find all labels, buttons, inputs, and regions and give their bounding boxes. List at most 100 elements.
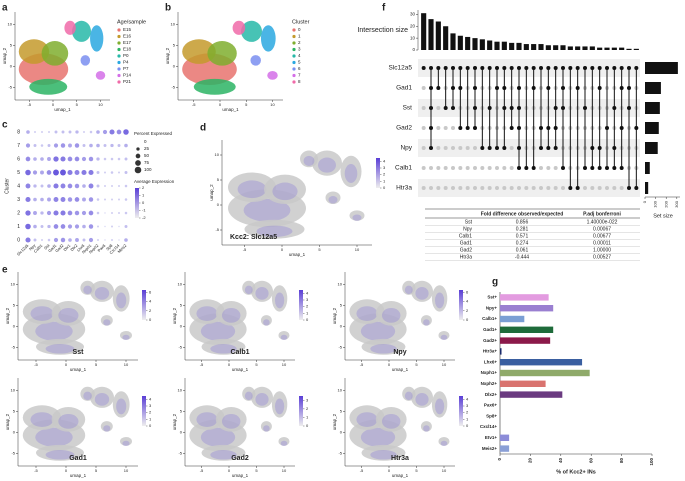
dot xyxy=(89,143,93,148)
colorbar-tick-label: 4 xyxy=(466,396,469,401)
matrix-dot xyxy=(429,166,433,170)
matrix-dot xyxy=(436,166,441,170)
dot xyxy=(33,130,37,134)
legend-label: E17 xyxy=(123,40,132,45)
matrix-dot xyxy=(495,186,499,190)
matrix-dot xyxy=(443,146,448,150)
cell-cloud xyxy=(361,338,406,355)
dot xyxy=(53,156,59,162)
legend-swatch xyxy=(117,34,121,39)
colorbar-tick-label: 2 xyxy=(142,185,145,190)
legend-swatch xyxy=(292,73,296,78)
dot xyxy=(25,237,31,243)
expression-cloud xyxy=(272,182,298,201)
dot xyxy=(40,211,44,215)
y-tick-label: 5 xyxy=(180,303,183,308)
dot xyxy=(104,225,106,228)
x-tick-label: 0 xyxy=(281,247,284,252)
y-tick-label: Pax6+ xyxy=(484,403,498,408)
x-axis-label: umap_1 xyxy=(54,107,71,112)
cell-cloud xyxy=(271,391,288,418)
dot xyxy=(88,183,94,189)
cell-cloud xyxy=(189,405,225,430)
set-size-bar xyxy=(645,122,659,134)
dot xyxy=(88,169,94,176)
dot xyxy=(75,130,79,134)
dot xyxy=(60,183,66,189)
matrix-dot xyxy=(546,166,551,170)
dot xyxy=(117,171,121,174)
y-tick-label: 5 xyxy=(13,409,16,414)
dot xyxy=(74,210,80,216)
dot xyxy=(40,144,44,147)
matrix-dot xyxy=(524,186,529,190)
bar xyxy=(435,21,441,50)
x-tick-label: 0 xyxy=(65,362,68,367)
expression-cloud xyxy=(244,391,253,401)
y-tick-label: 8 xyxy=(17,129,20,135)
panel-label: c xyxy=(2,120,8,131)
y-tick-label: 0 xyxy=(17,237,20,243)
cell-cloud xyxy=(349,210,365,221)
x-tick-label: 0 xyxy=(388,468,391,473)
expression-cloud xyxy=(200,321,236,341)
colorbar-tick-label: 2 xyxy=(466,308,469,313)
y-tick-label: 4 xyxy=(17,183,20,189)
dot xyxy=(53,237,59,243)
legend-swatch xyxy=(117,80,121,84)
colorbar-tick-label: 4 xyxy=(383,158,386,163)
dot xyxy=(124,184,128,188)
dot xyxy=(32,170,38,175)
cell-cloud xyxy=(241,20,262,42)
dot xyxy=(88,224,94,229)
set-label: Sst xyxy=(403,105,413,112)
dot xyxy=(25,210,31,216)
y-tick-label: 5 xyxy=(173,43,176,48)
matrix-dot xyxy=(539,186,543,190)
y-axis-label: umap_2 xyxy=(5,307,10,324)
y-tick-label: 0 xyxy=(13,324,16,329)
dot xyxy=(96,130,100,134)
size-legend-label: 25 xyxy=(144,146,150,151)
set-size-bar xyxy=(645,182,649,194)
size-legend-label: 100 xyxy=(144,167,152,172)
expression-cloud xyxy=(122,334,130,340)
bar xyxy=(500,445,510,452)
cell-cloud xyxy=(100,315,113,326)
y-tick-label: 20 xyxy=(410,23,416,28)
feature-title: Gad2 xyxy=(231,455,249,462)
y-tick-label: 10 xyxy=(11,282,16,287)
x-tick-label: 0 xyxy=(219,102,222,107)
cell-cloud xyxy=(90,280,114,302)
bar xyxy=(538,44,544,50)
x-tick-label: Pax6 xyxy=(96,242,107,253)
colorbar-tick-label: 4 xyxy=(149,299,152,304)
dot xyxy=(25,196,31,203)
table-cell: 0.274 xyxy=(516,240,529,246)
legend-label: 2 xyxy=(298,40,301,45)
dot xyxy=(82,224,86,229)
x-tick-label: Lhx6 xyxy=(76,242,86,252)
y-tick-label: 0 xyxy=(217,202,220,207)
legend-swatch xyxy=(117,73,121,78)
expression-cloud xyxy=(116,398,127,415)
table-cell: 1.40000e-022 xyxy=(587,219,618,225)
matrix-dot xyxy=(451,146,455,150)
y-tick-label: 10 xyxy=(8,22,13,27)
y-tick-label: 7 xyxy=(17,143,20,149)
y-tick-label: 3 xyxy=(17,197,20,203)
x-tick-label: 100 xyxy=(649,458,654,466)
dot xyxy=(40,157,44,161)
bar xyxy=(500,369,590,377)
table-cell: Gad2 xyxy=(460,247,472,253)
legend-swatch xyxy=(292,60,296,65)
legend-label: 5 xyxy=(298,60,301,65)
dot xyxy=(110,171,114,174)
bar xyxy=(500,315,525,323)
x-axis-label: umap_1 xyxy=(289,252,306,257)
dot xyxy=(103,198,107,201)
cell-cloud xyxy=(264,174,306,205)
cell-cloud xyxy=(420,315,432,326)
expression-cloud xyxy=(221,307,241,323)
expression-cloud xyxy=(370,450,397,460)
